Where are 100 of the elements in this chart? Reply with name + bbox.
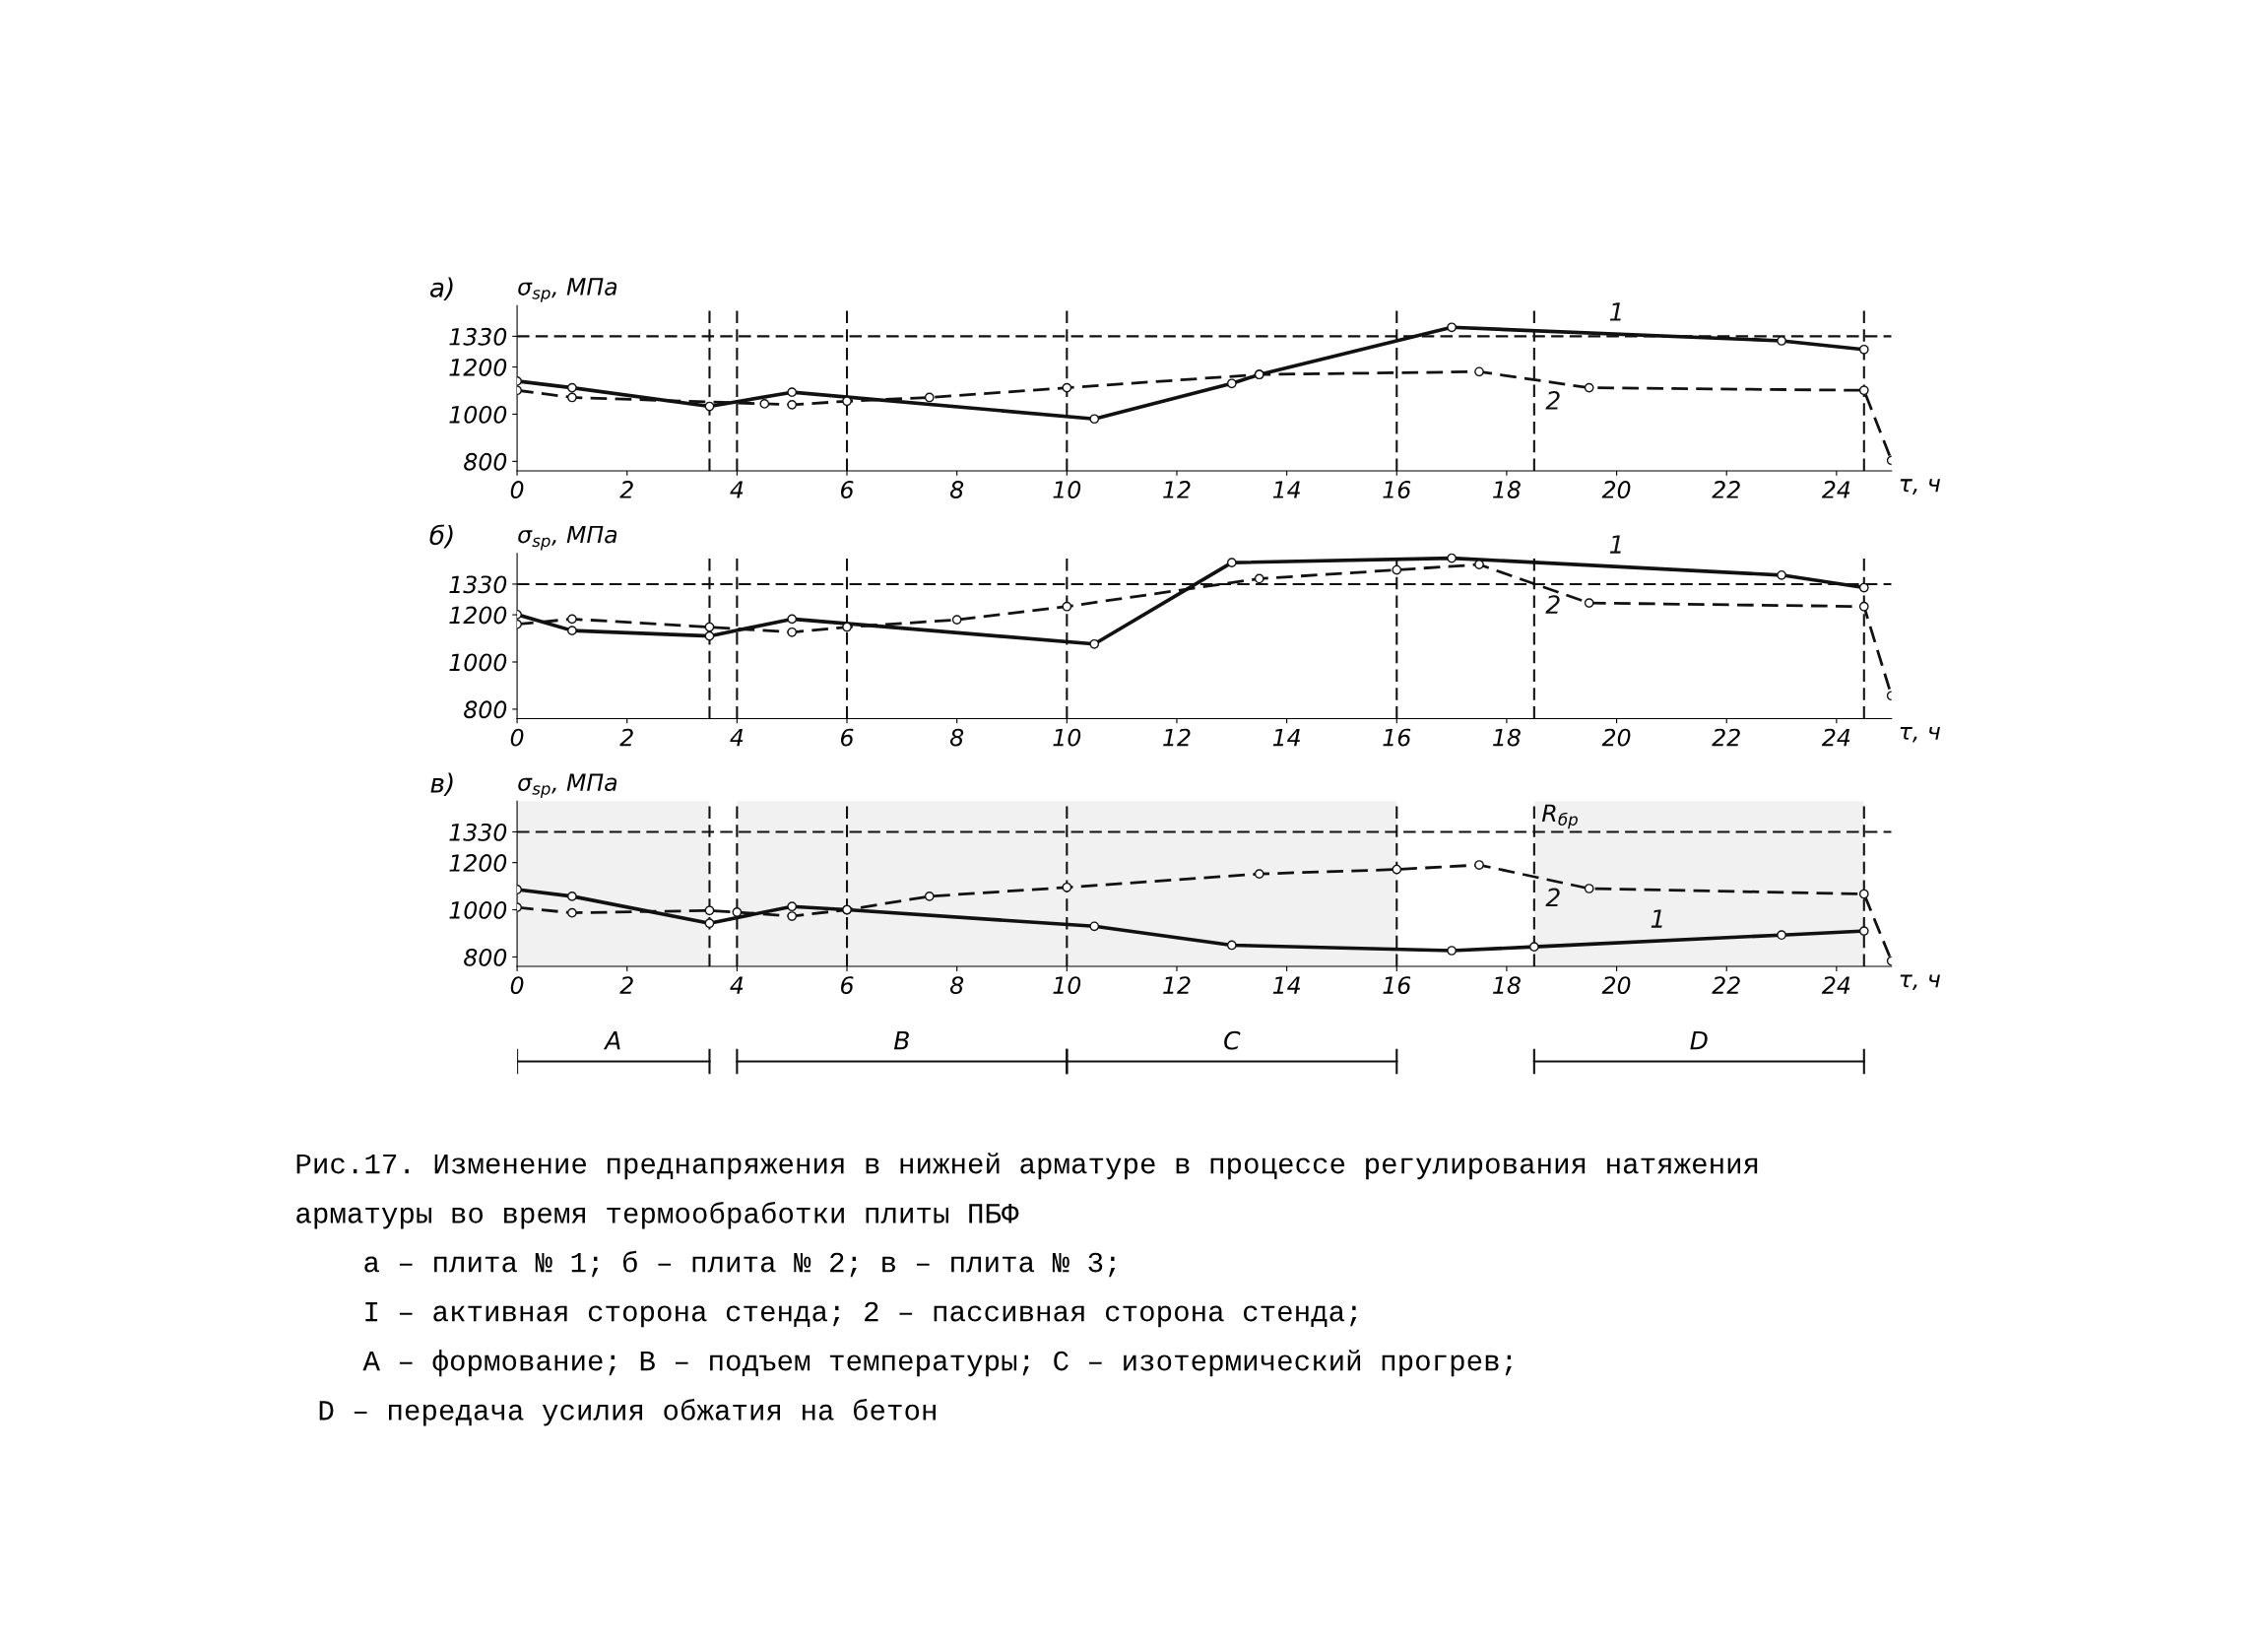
text: D – передача усилия обжатия на бетон bbox=[319, 1399, 936, 1426]
x-tick-label: 0 bbox=[510, 976, 524, 995]
series-label: 1 bbox=[1651, 909, 1662, 928]
x-tick-label: 22 bbox=[1712, 976, 1740, 994]
series-label: 2 bbox=[1545, 391, 1560, 410]
point bbox=[567, 392, 577, 403]
point bbox=[1777, 336, 1786, 346]
point bbox=[567, 907, 577, 918]
y-tick-label: 1200 bbox=[449, 606, 507, 625]
y-tick-label: 1330 bbox=[449, 327, 507, 346]
x-tick-label: 6 bbox=[841, 976, 854, 995]
x-tick-label: 8 bbox=[949, 481, 964, 498]
ref-line-label: R$_{бр}$ bbox=[1541, 804, 1578, 829]
point bbox=[1858, 582, 1869, 593]
x-tick-label: 8 bbox=[949, 976, 964, 995]
point bbox=[1089, 638, 1100, 649]
point bbox=[759, 399, 770, 409]
point bbox=[1447, 553, 1457, 563]
x-axis-title: τ, ч bbox=[1900, 479, 1940, 495]
text: арматуры во время термообработки плиты ПБФ bbox=[296, 1202, 1019, 1229]
point bbox=[704, 905, 715, 916]
point bbox=[924, 392, 935, 403]
text: Рис.17. Изменение преднапряжения в нижней арматуре в процессе регулирования натяжения bbox=[296, 1153, 1758, 1180]
x-tick-label: 22 bbox=[1712, 728, 1740, 747]
point bbox=[1392, 864, 1402, 875]
point bbox=[1062, 882, 1072, 892]
x-tick-label: 8 bbox=[949, 728, 964, 747]
band-label: C bbox=[1224, 1030, 1241, 1050]
point bbox=[1528, 942, 1539, 953]
point bbox=[1447, 946, 1457, 956]
y-tick-label: 800 bbox=[464, 948, 507, 966]
point bbox=[1584, 598, 1594, 608]
y-axis-title: σ$_{sp}$, МПа bbox=[518, 773, 617, 798]
x-tick-label: 0 bbox=[510, 728, 524, 747]
point bbox=[787, 400, 798, 410]
point bbox=[1226, 558, 1237, 568]
series-label: 1 bbox=[1609, 535, 1621, 554]
point bbox=[787, 614, 798, 625]
point bbox=[1226, 940, 1237, 951]
point bbox=[924, 892, 935, 901]
point bbox=[1474, 860, 1484, 870]
text: а – плита № 1; б – плита № 2; в – плита № 3; bbox=[364, 1250, 1116, 1278]
point bbox=[1062, 382, 1072, 393]
x-tick-label: 10 bbox=[1053, 728, 1081, 747]
point bbox=[567, 626, 577, 635]
y-tick-label: 800 bbox=[464, 452, 507, 471]
point bbox=[1089, 921, 1100, 932]
x-tick-label: 16 bbox=[1383, 728, 1411, 747]
y-tick-label: 1200 bbox=[449, 854, 507, 872]
x-tick-label: 24 bbox=[1821, 976, 1850, 994]
y-axis-title: σ$_{sp}$, МПа bbox=[518, 525, 617, 551]
point bbox=[1089, 414, 1100, 425]
x-tick-label: 6 bbox=[841, 728, 854, 747]
y-tick-label: 800 bbox=[464, 700, 507, 719]
x-tick-label: 16 bbox=[1383, 976, 1411, 995]
x-tick-label: 14 bbox=[1272, 728, 1300, 747]
series-label: 2 bbox=[1545, 888, 1560, 907]
x-tick-label: 4 bbox=[730, 481, 744, 498]
x-tick-label: 16 bbox=[1383, 481, 1411, 498]
x-tick-label: 24 bbox=[1821, 481, 1850, 498]
y-tick-label: 1000 bbox=[449, 653, 507, 672]
text: A – формование; B – подъем температуры; C – изотермический прогрев; bbox=[362, 1350, 1512, 1377]
x-tick-label: 4 bbox=[730, 976, 744, 994]
point bbox=[1858, 889, 1869, 899]
y-tick-label: 1000 bbox=[449, 900, 507, 919]
point bbox=[787, 627, 798, 637]
x-tick-label: 6 bbox=[841, 481, 854, 498]
x-tick-label: 2 bbox=[619, 481, 633, 498]
x-tick-label: 18 bbox=[1493, 481, 1521, 498]
y-tick-label: 1200 bbox=[449, 358, 507, 376]
point bbox=[1254, 573, 1264, 584]
point bbox=[1858, 926, 1869, 936]
point bbox=[1447, 322, 1457, 333]
point bbox=[704, 622, 715, 632]
point bbox=[1474, 366, 1484, 377]
x-tick-label: 14 bbox=[1272, 976, 1300, 994]
point bbox=[842, 396, 852, 407]
x-tick-label: 22 bbox=[1712, 481, 1740, 498]
point bbox=[704, 918, 715, 929]
point bbox=[567, 382, 577, 393]
point bbox=[1584, 382, 1594, 393]
x-tick-label: 0 bbox=[510, 481, 524, 498]
text: I – активная сторона стенда; 2 – пассивная сторона стенда; bbox=[365, 1301, 1357, 1328]
chart-title: в) bbox=[430, 772, 453, 796]
x-tick-label: 2 bbox=[619, 976, 633, 994]
point bbox=[1062, 601, 1072, 612]
chart-title: б) bbox=[429, 524, 453, 549]
x-tick-label: 4 bbox=[730, 728, 744, 747]
point bbox=[1392, 564, 1402, 575]
x-tick-label: 18 bbox=[1493, 976, 1521, 995]
point bbox=[1858, 385, 1869, 396]
point bbox=[1858, 601, 1869, 612]
y-tick-label: 1330 bbox=[449, 823, 507, 841]
band-label: B bbox=[893, 1031, 909, 1050]
point bbox=[704, 630, 715, 641]
x-tick-label: 10 bbox=[1053, 481, 1081, 498]
chart-title: а) bbox=[429, 277, 453, 300]
x-tick-label: 20 bbox=[1601, 481, 1631, 498]
x-tick-label: 12 bbox=[1163, 976, 1191, 994]
point bbox=[567, 614, 577, 625]
